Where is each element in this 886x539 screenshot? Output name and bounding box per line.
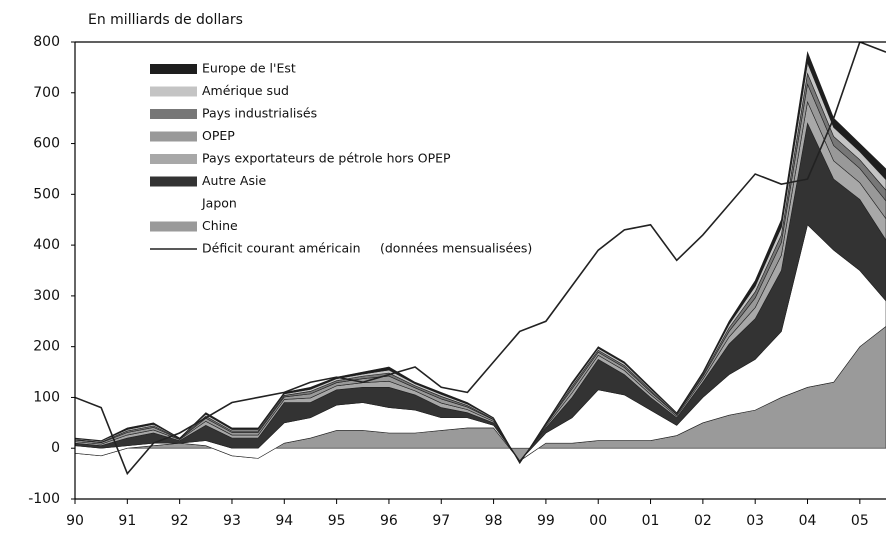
legend-swatch xyxy=(150,86,197,97)
legend-label: Japon xyxy=(201,196,237,211)
y-tick-label: 0 xyxy=(51,440,60,456)
legend-label: Autre Asie xyxy=(202,173,266,188)
x-tick-label: 99 xyxy=(537,513,555,529)
y-tick-label: 300 xyxy=(33,288,60,304)
x-tick-label: 02 xyxy=(694,513,712,529)
legend-swatch xyxy=(150,109,197,119)
y-axis-label: En milliards de dollars xyxy=(88,12,243,28)
x-tick-label: 96 xyxy=(380,513,398,529)
x-tick-label: 92 xyxy=(171,513,189,529)
y-tick-label: 200 xyxy=(33,339,60,355)
x-tick-label: 05 xyxy=(851,513,869,529)
plot-area xyxy=(75,42,886,476)
x-tick-label: 95 xyxy=(328,513,346,529)
legend-label: Déficit courant américain xyxy=(202,241,361,256)
x-tick-label: 91 xyxy=(118,513,136,529)
x-tick-label: 94 xyxy=(275,513,293,529)
y-tick-label: 100 xyxy=(33,389,60,405)
x-tick-label: 90 xyxy=(66,513,84,529)
x-tick-label: 04 xyxy=(799,513,817,529)
legend-label: OPEP xyxy=(202,128,235,143)
x-tick-label: 03 xyxy=(746,513,764,529)
y-tick-label: 600 xyxy=(33,136,60,152)
legend-swatch xyxy=(150,131,197,142)
legend-label: Pays industrialisés xyxy=(202,106,317,121)
x-tick-label: 93 xyxy=(223,513,241,529)
legend-swatch xyxy=(150,176,197,187)
y-tick-label: 400 xyxy=(33,237,60,253)
legend-label: Pays exportateurs de pétrole hors OPEP xyxy=(202,151,451,166)
legend-swatch xyxy=(150,221,197,232)
y-tick-label: 700 xyxy=(33,85,60,101)
legend-swatch xyxy=(150,154,197,164)
legend-label: Europe de l'Est xyxy=(202,61,296,76)
x-tick-label: 01 xyxy=(642,513,660,529)
line xyxy=(75,42,886,476)
y-tick-label: -100 xyxy=(28,491,60,507)
x-tick-label: 98 xyxy=(485,513,503,529)
legend-label: Amérique sud xyxy=(202,83,289,98)
legend-label: Chine xyxy=(202,218,238,233)
annotation: (données mensualisées) xyxy=(380,241,532,256)
x-tick-label: 97 xyxy=(432,513,450,529)
y-tick-label: 800 xyxy=(33,34,60,50)
area xyxy=(75,51,886,465)
x-tick-label: 00 xyxy=(589,513,607,529)
y-tick-label: 500 xyxy=(33,186,60,202)
legend-swatch xyxy=(150,64,197,74)
